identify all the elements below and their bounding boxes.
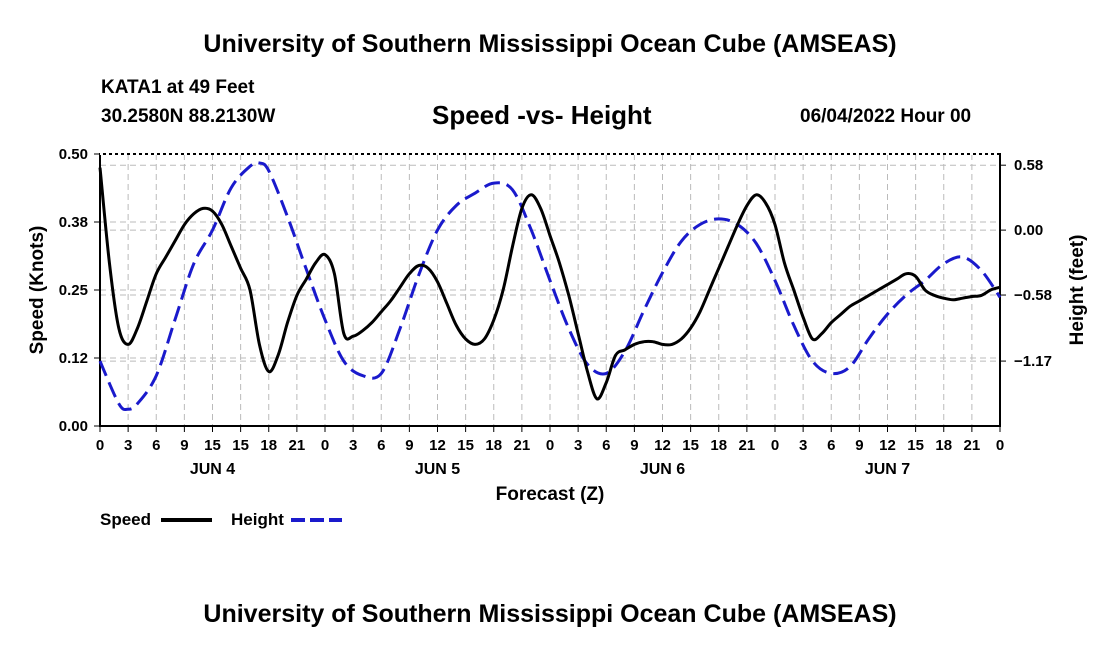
forecast-date: 06/04/2022 Hour 00	[800, 106, 972, 127]
x-axis-label: Forecast (Z)	[496, 484, 605, 505]
footer-title: University of Southern Mississippi Ocean…	[203, 600, 897, 628]
y-right-tick-label: −1.17	[1014, 353, 1052, 370]
chart-title: University of Southern Mississippi Ocean…	[203, 30, 897, 58]
speed-series-line	[98, 167, 1001, 401]
y-left-tick-label: 0.25	[59, 282, 88, 299]
x-tick-label: 18	[260, 437, 277, 454]
x-tick-label: 15	[682, 437, 699, 454]
x-tick-label: 12	[654, 437, 671, 454]
x-tick-label: 9	[405, 437, 413, 454]
grid	[100, 154, 1000, 426]
x-tick-label: 6	[377, 437, 385, 454]
y-right-tick-label: 0.58	[1014, 157, 1043, 174]
chart-subtitle: Speed -vs- Height	[432, 100, 652, 130]
x-tick-label: 15	[457, 437, 474, 454]
x-tick-label: 18	[935, 437, 952, 454]
x-tick-label: 15	[907, 437, 924, 454]
day-label: JUN 6	[640, 461, 685, 478]
x-tick-label: 3	[349, 437, 357, 454]
y-axis-right-label: Height (feet)	[1067, 235, 1088, 346]
x-tick-label: 18	[710, 437, 727, 454]
x-tick-label: 6	[602, 437, 610, 454]
legend-speed-label: Speed	[100, 510, 151, 529]
day-label: JUN 5	[415, 461, 460, 478]
y-right-tick-label: −0.58	[1014, 287, 1052, 304]
y-right-tick-label: 0.00	[1014, 222, 1043, 239]
x-tick-label: 9	[855, 437, 863, 454]
x-tick-label: 0	[321, 437, 329, 454]
x-tick-label: 15	[204, 437, 221, 454]
station-name: KATA1 at 49 Feet	[101, 77, 255, 98]
x-tick-label: 21	[964, 437, 981, 454]
legend-height-label: Height	[231, 510, 284, 529]
x-tick-label: 0	[771, 437, 779, 454]
x-tick-label: 0	[546, 437, 554, 454]
x-tick-label: 12	[429, 437, 446, 454]
x-tick-label: 15	[232, 437, 249, 454]
x-tick-label: 3	[124, 437, 132, 454]
x-tick-label: 9	[180, 437, 188, 454]
x-tick-label: 6	[827, 437, 835, 454]
x-tick-label: 0	[96, 437, 104, 454]
series	[98, 161, 1002, 412]
x-tick-label: 9	[630, 437, 638, 454]
x-tick-label: 21	[514, 437, 531, 454]
y-left-tick-label: 0.00	[59, 418, 88, 435]
y-left-tick-label: 0.12	[59, 350, 88, 367]
y-left-tick-label: 0.38	[59, 214, 88, 231]
x-tick-label: 21	[289, 437, 306, 454]
x-tick-label: 0	[996, 437, 1004, 454]
x-tick-label: 6	[152, 437, 160, 454]
y-left-tick-label: 0.50	[59, 146, 88, 163]
x-tick-label: 3	[799, 437, 807, 454]
x-tick-label: 21	[739, 437, 756, 454]
axes: 0 3 6 9 15 15 18 21 0 3 6 9 12 15 18 21 0 3 6 9 12 15 18 21 0 3 6 9…	[59, 146, 1052, 478]
day-label: JUN 4	[190, 461, 235, 478]
x-tick-label: 3	[574, 437, 582, 454]
x-tick-label: 18	[485, 437, 502, 454]
day-label: JUN 7	[865, 461, 910, 478]
y-axis-left-label: Speed (Knots)	[27, 226, 48, 355]
x-tick-label: 12	[879, 437, 896, 454]
station-coords: 30.2580N 88.2130W	[101, 106, 276, 127]
height-series-line	[98, 161, 1002, 412]
